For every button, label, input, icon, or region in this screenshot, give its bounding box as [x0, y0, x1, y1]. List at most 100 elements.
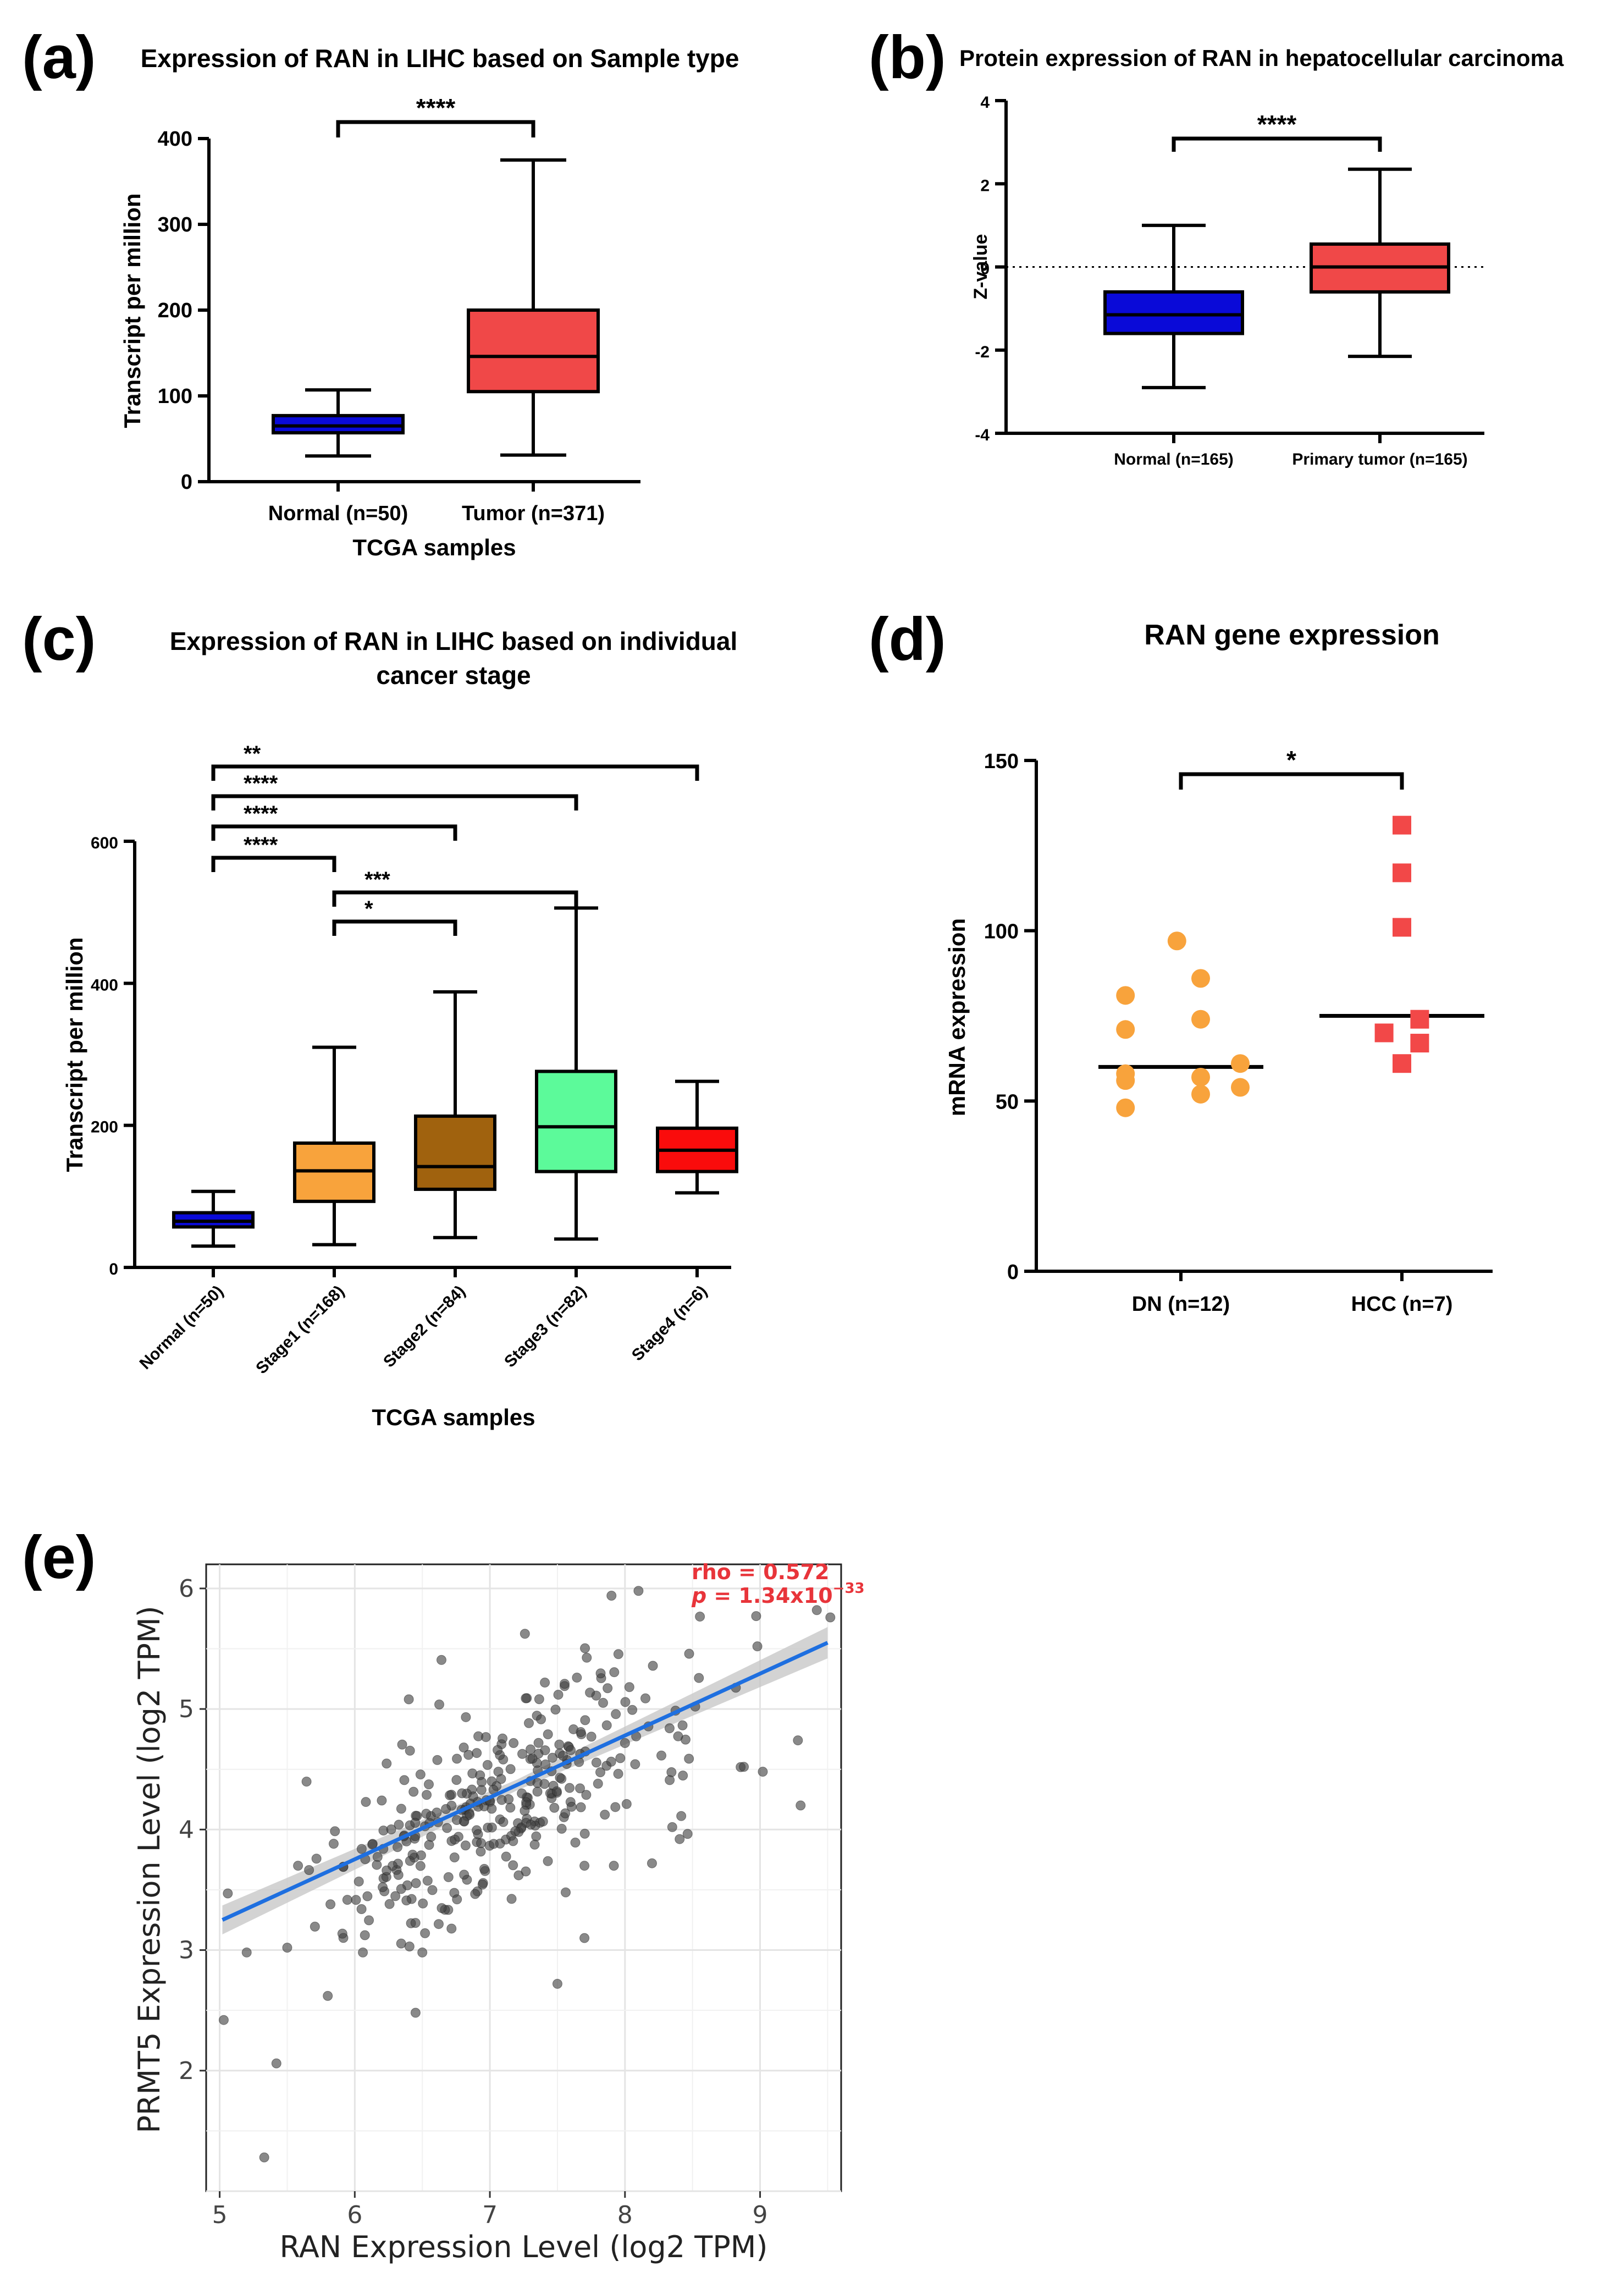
- scatter-point: [460, 1840, 471, 1851]
- scatter-point: [310, 1921, 320, 1932]
- scatter-point: [496, 1795, 507, 1805]
- x-tick-label: Stage3 (n=82): [501, 1282, 590, 1371]
- scatter-point: [445, 1790, 455, 1800]
- scatter-point: [606, 1591, 617, 1601]
- scatter-point: [532, 1786, 543, 1797]
- scatter-point: [493, 1745, 503, 1755]
- scatter-point: [461, 1712, 471, 1722]
- scatter-point: [408, 1786, 419, 1797]
- x-tick-label: Normal (n=50): [268, 502, 408, 525]
- box-2: [414, 1114, 496, 1191]
- scatter-point: [450, 1834, 460, 1845]
- scatter-point: [506, 1894, 517, 1904]
- x-tick-label: Stage2 (n=84): [380, 1282, 469, 1371]
- x-tick-label: 8: [617, 2201, 633, 2229]
- chart-title: cancer stage: [376, 661, 531, 690]
- data-point-circle: [1191, 1067, 1210, 1087]
- significance-label: ****: [244, 802, 278, 826]
- x-tick-label: DN (n=12): [1132, 1293, 1230, 1316]
- chart-title: Expression of RAN in LIHC based on indiv…: [170, 627, 738, 655]
- y-tick-label: 200: [91, 1118, 118, 1137]
- scatter-point: [527, 1753, 538, 1764]
- scatter-point: [566, 1745, 576, 1755]
- scatter-point: [377, 1795, 387, 1806]
- scatter-point: [361, 1797, 371, 1807]
- scatter-point: [620, 1738, 630, 1748]
- scatter-point: [293, 1861, 303, 1871]
- scatter-point: [360, 1930, 370, 1940]
- panel-a-box-plot: Expression of RAN in LIHC based on Sampl…: [119, 44, 739, 560]
- scatter-point: [595, 1767, 606, 1778]
- scatter-point: [586, 1731, 596, 1742]
- scatter-point: [676, 1811, 687, 1821]
- y-axis-label: mRNA expression: [944, 918, 970, 1116]
- scatter-point: [328, 1839, 339, 1849]
- scatter-point: [437, 1903, 447, 1913]
- scatter-point: [418, 1898, 428, 1909]
- regression-line: [222, 1641, 828, 1922]
- significance-bracket: [332, 919, 457, 936]
- data-point-circle: [1167, 931, 1186, 951]
- scatter-point: [470, 1889, 480, 1899]
- scatter-point: [560, 1808, 571, 1818]
- scatter-point: [482, 1760, 493, 1770]
- scatter-point: [476, 1838, 487, 1848]
- data-point-square: [1410, 1034, 1429, 1053]
- scatter-point: [591, 1757, 601, 1768]
- data-point-circle: [1116, 986, 1135, 1005]
- scatter-point: [684, 1753, 694, 1764]
- scatter-point: [487, 1804, 497, 1814]
- scatter-point: [382, 1758, 392, 1769]
- scatter-point: [301, 1777, 312, 1787]
- scatter-point: [452, 1753, 462, 1764]
- scatter-point: [508, 1836, 518, 1846]
- scatter-point: [282, 1943, 292, 1953]
- scatter-point: [342, 1895, 352, 1905]
- scatter-point: [609, 1667, 620, 1678]
- scatter-point: [523, 1718, 534, 1728]
- scatter-point: [796, 1800, 806, 1811]
- scatter-point: [508, 1860, 518, 1871]
- scatter-point: [356, 1844, 367, 1854]
- scatter-point: [477, 1879, 488, 1890]
- scatter-point: [325, 1899, 336, 1910]
- scatter-point: [422, 1790, 432, 1800]
- scatter-point: [677, 1720, 688, 1730]
- data-point-square: [1393, 1054, 1411, 1073]
- data-point-square: [1374, 1023, 1394, 1043]
- scatter-point: [624, 1682, 634, 1692]
- y-tick-label: 0: [109, 1260, 118, 1278]
- scatter-point: [540, 1759, 551, 1769]
- x-axis-label: TCGA samples: [352, 534, 516, 560]
- scatter-point: [521, 1797, 532, 1807]
- scatter-point: [476, 1846, 486, 1857]
- x-tick-label: Primary tumor (n=165): [1292, 450, 1467, 468]
- scatter-point: [420, 1928, 430, 1938]
- scatter-point: [396, 1804, 406, 1814]
- scatter-point: [465, 1810, 475, 1820]
- significance-bracket: [211, 856, 336, 872]
- x-tick-label: 7: [482, 2201, 498, 2229]
- scatter-point: [517, 1749, 528, 1759]
- scatter-point: [410, 1818, 421, 1828]
- panel-label-e: (e): [22, 1524, 96, 1591]
- scatter-point: [410, 2008, 421, 2018]
- scatter-point: [694, 1673, 704, 1683]
- y-tick-label: 300: [158, 213, 192, 236]
- y-tick-label: 400: [158, 128, 192, 151]
- scatter-point: [633, 1586, 644, 1596]
- scatter-point: [505, 1802, 516, 1813]
- scatter-point: [421, 1808, 432, 1819]
- scatter-point: [561, 1887, 571, 1898]
- significance-label: *: [364, 897, 373, 921]
- scatter-point: [611, 1709, 621, 1719]
- box-3: [535, 1069, 617, 1173]
- data-point-circle: [1191, 1010, 1210, 1029]
- scatter-point: [540, 1745, 550, 1756]
- scatter-point: [793, 1735, 803, 1746]
- data-point-circle: [1191, 1084, 1210, 1104]
- scatter-point: [426, 1832, 437, 1842]
- scatter-point: [510, 1826, 521, 1837]
- scatter-point: [390, 1891, 401, 1901]
- scatter-point: [538, 1816, 548, 1827]
